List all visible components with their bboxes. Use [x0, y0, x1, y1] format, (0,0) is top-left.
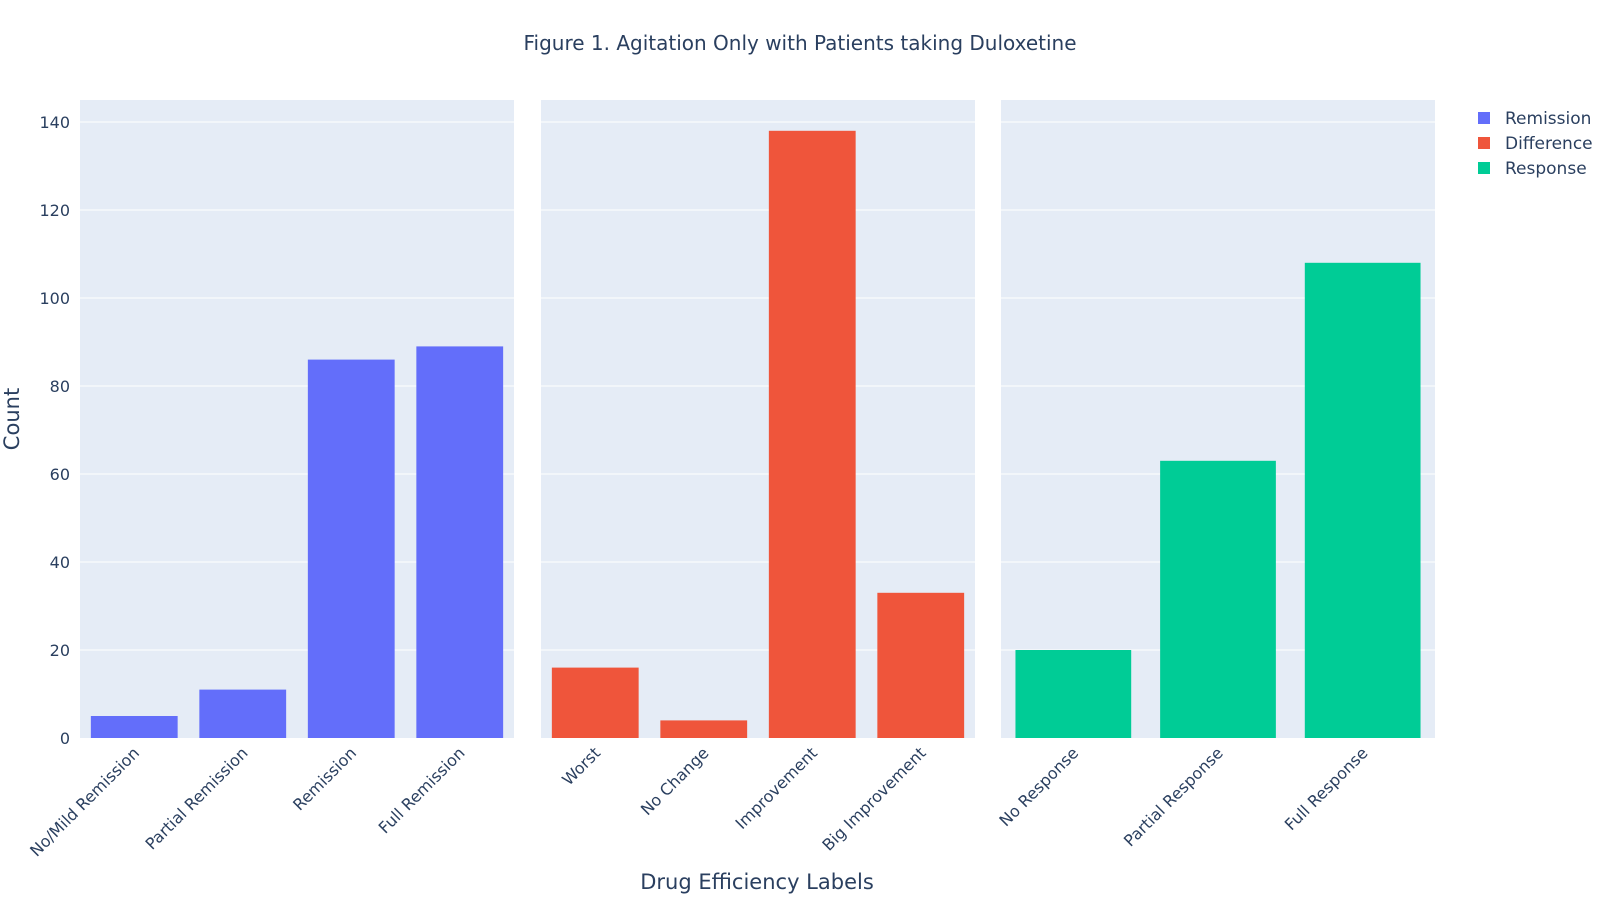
bar-no-change	[660, 720, 748, 738]
y-tick-label: 0	[60, 729, 70, 748]
bar-partial-remission	[199, 689, 287, 738]
bar-improvement	[768, 130, 856, 739]
y-tick-label: 140	[39, 113, 70, 132]
bar-no-response	[1015, 650, 1132, 738]
y-tick-label: 20	[50, 641, 70, 660]
y-tick-label: 60	[50, 465, 70, 484]
legend-label: Remission	[1505, 109, 1591, 129]
x-axis-title: Drug Efficiency Labels	[640, 870, 874, 894]
y-tick-label: 80	[50, 377, 70, 396]
legend-item-difference: Difference	[1478, 134, 1593, 154]
x-tick-label: No Response	[995, 743, 1082, 830]
legend-item-response: Response	[1478, 159, 1587, 179]
chart-title: Figure 1. Agitation Only with Patients t…	[523, 31, 1076, 55]
bar-full-remission	[416, 346, 504, 738]
panel-response: No Response Partial Response Full Response	[995, 100, 1435, 850]
x-tick-label: Remission	[289, 743, 360, 814]
legend-item-remission: Remission	[1478, 109, 1591, 129]
bar-full-response	[1304, 262, 1421, 738]
y-axis: 0 20 40 60 80 100 120 140	[39, 113, 70, 748]
x-tick-label: Improvement	[732, 743, 822, 833]
y-tick-label: 100	[39, 289, 70, 308]
x-tick-label: No/Mild Remission	[26, 743, 143, 860]
x-tick-label: Full Remission	[375, 743, 469, 837]
x-tick-label: Partial Response	[1120, 743, 1227, 850]
bar-big-improvement	[877, 592, 965, 738]
x-tick-label: Partial Remission	[141, 743, 251, 853]
bar-worst	[551, 667, 639, 738]
y-tick-label: 40	[50, 553, 70, 572]
legend-label: Response	[1505, 159, 1587, 179]
y-tick-label: 120	[39, 201, 70, 220]
bar-partial-response	[1160, 460, 1276, 738]
legend-swatch	[1478, 162, 1490, 174]
legend-label: Difference	[1505, 134, 1593, 154]
legend: Remission Difference Response	[1478, 109, 1593, 179]
x-tick-label: Big Improvement	[818, 743, 929, 854]
legend-swatch	[1478, 137, 1490, 149]
x-tick-label: Full Response	[1281, 743, 1372, 834]
legend-swatch	[1478, 112, 1490, 124]
bar-no-mild-remission	[90, 716, 178, 738]
x-tick-label: No Change	[637, 743, 713, 819]
y-axis-title: Count	[0, 388, 24, 450]
x-tick-label: Worst	[558, 743, 604, 789]
bar-remission	[307, 359, 395, 738]
